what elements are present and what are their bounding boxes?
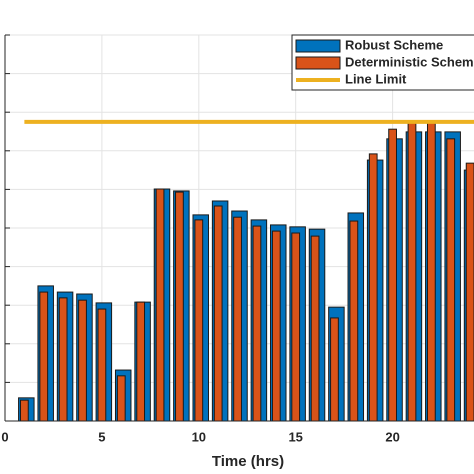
bar xyxy=(446,138,456,422)
bar xyxy=(368,153,378,422)
bar xyxy=(97,308,107,422)
bar xyxy=(388,128,397,422)
bar xyxy=(291,232,301,422)
bar xyxy=(426,122,436,422)
bar xyxy=(136,301,146,422)
bar xyxy=(155,188,165,422)
legend-swatch xyxy=(295,56,341,70)
bar xyxy=(252,225,262,422)
legend-swatch xyxy=(295,39,341,53)
bar xyxy=(175,191,184,422)
bar xyxy=(407,122,417,422)
bar xyxy=(39,291,49,422)
bar xyxy=(194,219,204,422)
bar xyxy=(58,297,68,422)
x-axis-label: Time (hrs) xyxy=(212,453,284,470)
x-tick-label: 15 xyxy=(288,429,302,444)
legend-label: Robust Scheme xyxy=(345,37,443,52)
bar xyxy=(213,205,223,422)
bar xyxy=(349,220,359,422)
bar xyxy=(465,162,474,422)
legend-label: Deterministic Scheme xyxy=(345,54,474,69)
bar xyxy=(271,230,281,422)
bar xyxy=(330,317,339,422)
x-tick-label: 5 xyxy=(98,429,105,444)
bar xyxy=(116,375,126,422)
bar xyxy=(310,235,320,422)
bar xyxy=(233,216,242,422)
x-tick-label: 0 xyxy=(1,429,8,444)
x-tick-label: 10 xyxy=(192,429,206,444)
bar xyxy=(78,299,87,422)
x-tick-label: 20 xyxy=(385,429,399,444)
bar xyxy=(20,399,29,422)
legend: Robust Scheme Deterministic Scheme Line Li… xyxy=(291,34,474,91)
legend-label: Line Limit xyxy=(345,71,407,86)
